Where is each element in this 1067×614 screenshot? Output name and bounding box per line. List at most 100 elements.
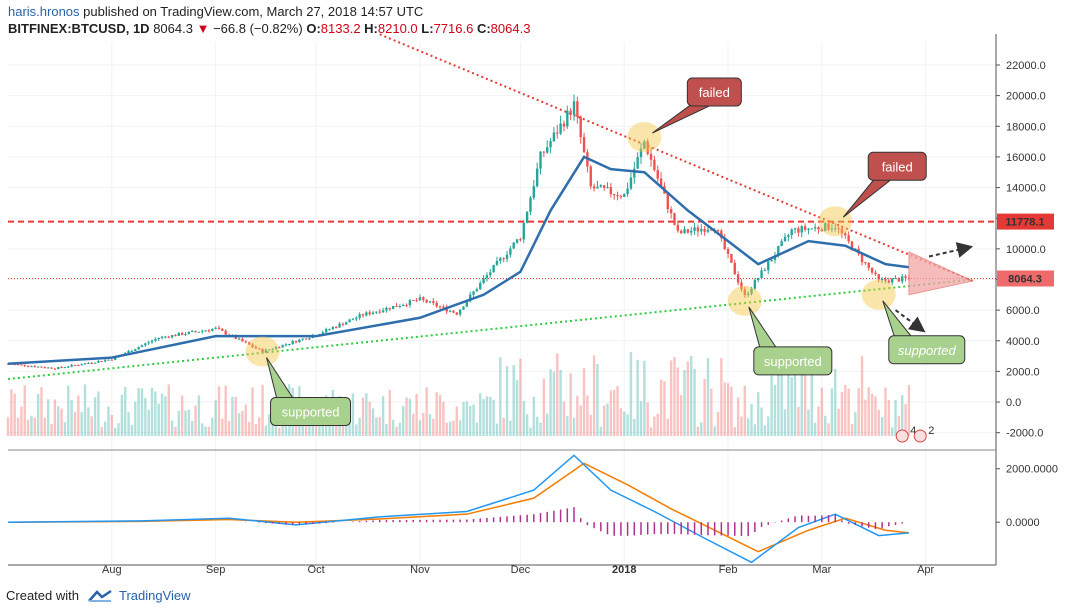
candle-body	[780, 241, 783, 247]
publish-info: published on TradingView.com, March 27, …	[83, 4, 424, 19]
volume-bar	[884, 387, 887, 436]
candle-body	[562, 123, 566, 127]
volume-bar	[803, 364, 807, 436]
candle-body	[331, 327, 335, 330]
volume-bar	[191, 420, 194, 436]
volume-bar	[254, 424, 258, 436]
volume-bar	[144, 398, 147, 436]
supported-callout[interactable]	[753, 346, 833, 376]
candle-body	[170, 335, 174, 338]
candle-body	[793, 228, 797, 230]
volume-bar	[897, 416, 901, 436]
volume-bar	[736, 397, 740, 436]
volume-bar	[629, 351, 633, 436]
volume-bar	[800, 369, 803, 436]
candle-body	[599, 185, 602, 187]
candle-body	[294, 341, 298, 343]
candle-body	[686, 229, 690, 233]
candle-body	[546, 147, 549, 153]
candle-body	[254, 346, 258, 349]
volume-bar	[623, 411, 626, 436]
volume-bar	[867, 387, 870, 436]
volume-bar	[485, 396, 489, 436]
volume-bar	[365, 393, 368, 436]
volume-bar	[452, 420, 455, 436]
candle-body	[351, 319, 355, 321]
volume-bar	[154, 391, 157, 436]
volume-bar	[134, 401, 137, 436]
volume-bar	[529, 427, 532, 436]
event-flag-icon	[895, 429, 909, 443]
price-label-text: 8064.3	[1008, 273, 1042, 285]
volume-bar	[572, 417, 576, 436]
candle-body	[643, 141, 646, 149]
candle-body	[683, 229, 686, 234]
price-tick-label: 14000.0	[1006, 183, 1046, 195]
volume-bar	[355, 424, 358, 436]
volume-bar	[455, 406, 458, 436]
candle-body	[442, 306, 445, 308]
candle-body	[164, 336, 167, 338]
candle-body	[57, 367, 60, 370]
tradingview-brand-link[interactable]: TradingView	[118, 588, 191, 603]
candle-body	[485, 275, 489, 279]
candle-body	[559, 123, 562, 134]
volume-bar	[351, 393, 355, 436]
candle-body	[693, 227, 696, 231]
volume-bar	[13, 393, 16, 436]
close-label: C:	[476, 21, 491, 36]
volume-bar	[823, 415, 827, 436]
volume-bar	[669, 360, 673, 436]
volume-bar	[221, 418, 224, 436]
volume-bar	[797, 407, 800, 436]
supported-callout[interactable]	[888, 335, 966, 365]
volume-bar	[194, 405, 197, 436]
volume-bar	[261, 384, 264, 436]
volume-bar	[720, 358, 723, 436]
volume-bar	[505, 366, 509, 436]
candle-body	[462, 306, 465, 310]
volume-bar	[30, 415, 33, 436]
highlight-circle	[245, 336, 280, 367]
volume-bar	[582, 368, 586, 436]
candle-body	[837, 228, 840, 230]
candle-body	[874, 272, 877, 275]
volume-bar	[810, 364, 813, 436]
volume-bar	[850, 423, 854, 436]
candle-body	[475, 289, 479, 292]
volume-bar	[750, 403, 753, 436]
candle-body	[656, 170, 659, 179]
candle-body	[589, 166, 592, 187]
volume-bar	[666, 419, 669, 436]
candle-body	[304, 338, 308, 340]
supported-callout[interactable]	[270, 396, 352, 426]
volume-bar	[713, 426, 716, 436]
volume-bar	[549, 369, 552, 436]
callout-label: failed	[699, 85, 730, 100]
volume-bar	[864, 399, 867, 436]
failed-callout[interactable]	[686, 77, 742, 107]
candle-body	[679, 230, 683, 234]
candle-body	[703, 228, 706, 232]
volume-bar	[6, 417, 10, 436]
candle-body	[103, 360, 107, 362]
volume-bar	[679, 395, 683, 436]
candle-body	[743, 289, 747, 295]
volume-bar	[730, 386, 733, 436]
candle-body	[150, 340, 154, 343]
volume-bar	[341, 425, 345, 436]
author-link[interactable]: haris.hronos	[8, 4, 80, 19]
candle-body	[783, 236, 787, 242]
volume-bar	[586, 395, 589, 436]
candle-body	[46, 367, 50, 369]
volume-bar	[746, 418, 750, 436]
failed-callout[interactable]	[867, 151, 927, 181]
time-tick-label: Oct	[308, 564, 325, 576]
price-tick-label: 4000.0	[1006, 336, 1040, 348]
candle-body	[157, 337, 160, 340]
volume-bar	[700, 422, 703, 436]
volume-bar	[612, 390, 616, 436]
candle-body	[616, 194, 619, 197]
open-label: O:	[306, 21, 321, 36]
